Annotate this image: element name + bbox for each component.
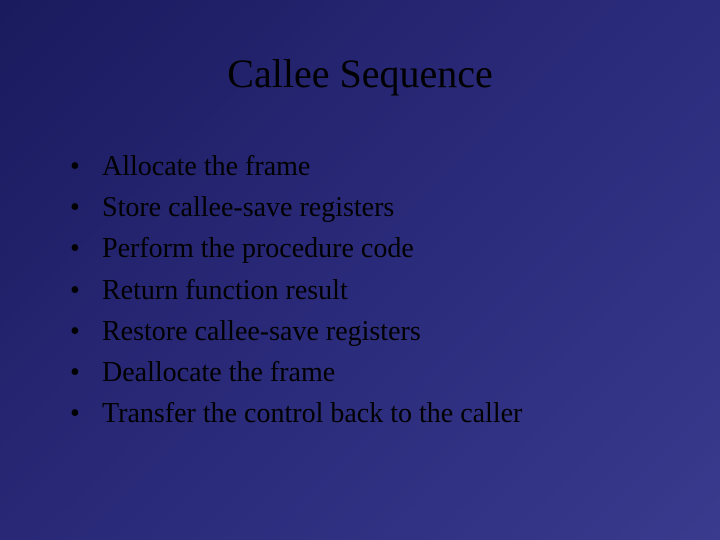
- bullet-text: Transfer the control back to the caller: [102, 394, 660, 433]
- list-item: • Allocate the frame: [70, 147, 660, 186]
- bullet-text: Return function result: [102, 271, 660, 310]
- bullet-text: Deallocate the frame: [102, 353, 660, 392]
- bullet-icon: •: [70, 271, 84, 310]
- slide-container: Callee Sequence • Allocate the frame • S…: [0, 0, 720, 540]
- bullet-icon: •: [70, 353, 84, 392]
- bullet-icon: •: [70, 147, 84, 186]
- bullet-text: Store callee-save registers: [102, 188, 660, 227]
- bullet-icon: •: [70, 312, 84, 351]
- bullet-list: • Allocate the frame • Store callee-save…: [60, 147, 660, 433]
- list-item: • Transfer the control back to the calle…: [70, 394, 660, 433]
- slide-title: Callee Sequence: [60, 50, 660, 97]
- list-item: • Return function result: [70, 271, 660, 310]
- list-item: • Deallocate the frame: [70, 353, 660, 392]
- list-item: • Perform the procedure code: [70, 229, 660, 268]
- bullet-icon: •: [70, 188, 84, 227]
- bullet-text: Allocate the frame: [102, 147, 660, 186]
- bullet-icon: •: [70, 394, 84, 433]
- bullet-text: Perform the procedure code: [102, 229, 660, 268]
- list-item: • Store callee-save registers: [70, 188, 660, 227]
- bullet-icon: •: [70, 229, 84, 268]
- bullet-text: Restore callee-save registers: [102, 312, 660, 351]
- list-item: • Restore callee-save registers: [70, 312, 660, 351]
